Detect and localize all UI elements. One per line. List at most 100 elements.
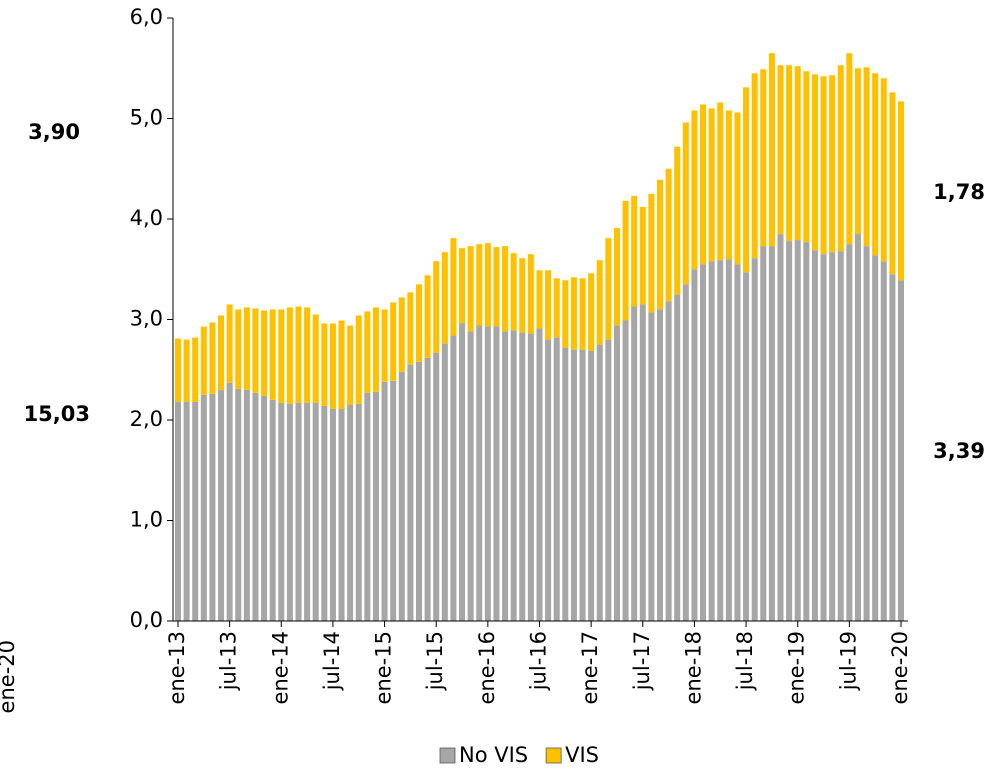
x-tick-label: ene-18 bbox=[681, 631, 705, 704]
x-tick-label: jul-15 bbox=[423, 631, 447, 691]
y-tick-label: 4,0 bbox=[130, 206, 163, 230]
bar-segment bbox=[588, 350, 595, 621]
bar-segment bbox=[415, 361, 423, 621]
bar-segment bbox=[596, 344, 603, 621]
bar-segment bbox=[648, 312, 655, 621]
x-tick-label: jul-14 bbox=[320, 631, 344, 691]
bar-segment bbox=[235, 388, 242, 621]
bar-segment bbox=[743, 272, 750, 621]
bar-segment bbox=[200, 326, 207, 395]
bar-segment bbox=[760, 246, 767, 621]
bar-segment bbox=[579, 349, 586, 621]
bar-segment bbox=[734, 112, 741, 265]
bar-segment bbox=[700, 104, 707, 265]
bar-segment bbox=[295, 402, 302, 621]
bar-segment bbox=[820, 76, 827, 255]
bar-segment bbox=[751, 73, 758, 259]
bar-segment bbox=[424, 357, 431, 621]
bar-segment bbox=[355, 403, 362, 621]
bar-segment bbox=[304, 402, 311, 621]
bar-segment bbox=[415, 284, 423, 362]
bar-segment bbox=[261, 310, 268, 396]
bar-segment bbox=[192, 337, 199, 402]
x-tick-label: ene-15 bbox=[372, 631, 396, 704]
x-tick-label: jul-17 bbox=[630, 631, 654, 691]
bar-segment bbox=[502, 246, 509, 332]
bar-segment bbox=[700, 264, 707, 621]
bar-segment bbox=[192, 401, 199, 621]
annotation: 15,03 bbox=[24, 402, 90, 426]
bar-segment bbox=[450, 335, 457, 621]
bar-segment bbox=[493, 247, 500, 327]
bar-segment bbox=[433, 352, 440, 621]
bar-segment bbox=[484, 243, 491, 327]
bar-segment bbox=[837, 251, 844, 621]
x-tick-label: ene-13 bbox=[165, 631, 189, 704]
bar-segment bbox=[777, 234, 784, 621]
bar-segment bbox=[768, 53, 775, 247]
bar-segment bbox=[631, 306, 638, 621]
bar-segment bbox=[639, 206, 646, 305]
bar-segment bbox=[863, 67, 870, 247]
x-tick-label: jul-19 bbox=[836, 631, 860, 691]
bar-segment bbox=[691, 269, 698, 621]
bar-segment bbox=[794, 240, 801, 622]
bar-segment bbox=[527, 333, 534, 621]
bar-segment bbox=[622, 200, 629, 321]
bar-segment bbox=[536, 328, 543, 621]
bar-segment bbox=[751, 258, 758, 621]
bar-segment bbox=[243, 307, 250, 390]
bar-segment bbox=[338, 320, 345, 409]
bar-segment bbox=[347, 404, 354, 621]
bar-segment bbox=[725, 110, 732, 260]
bar-segment bbox=[218, 389, 225, 621]
bar-segment bbox=[837, 65, 844, 252]
bar-segment bbox=[321, 323, 328, 406]
bar-segment bbox=[665, 168, 672, 302]
bar-segment bbox=[398, 371, 405, 621]
bar-segment bbox=[889, 274, 896, 621]
bar-segment bbox=[174, 338, 182, 402]
bar-segment bbox=[794, 66, 801, 241]
x-tick-label: ene-16 bbox=[475, 631, 499, 704]
bar-segment bbox=[613, 228, 620, 326]
bar-segment bbox=[596, 260, 603, 345]
bar-segment bbox=[803, 242, 810, 622]
x-tick-label: ene-14 bbox=[268, 631, 292, 704]
annotation: 3,39 bbox=[933, 439, 985, 463]
bar-segment bbox=[433, 261, 440, 353]
bar-segment bbox=[329, 408, 336, 621]
bar-segment bbox=[872, 73, 879, 256]
bar-segment bbox=[252, 392, 259, 621]
bar-segment bbox=[278, 402, 285, 621]
bar-segment bbox=[639, 304, 646, 621]
bar-segment bbox=[261, 395, 268, 621]
bar-segment bbox=[278, 309, 285, 403]
legend-label: No VIS bbox=[459, 743, 528, 767]
bar-segment bbox=[381, 381, 388, 621]
bar-segment bbox=[777, 65, 784, 235]
bar-segment bbox=[811, 250, 818, 621]
y-tick-label: 6,0 bbox=[130, 5, 163, 29]
bar-segment bbox=[519, 258, 526, 333]
annotation: 1,78 bbox=[933, 180, 985, 204]
bar-segment bbox=[209, 322, 216, 394]
legend-label: VIS bbox=[565, 743, 599, 767]
bar-segment bbox=[459, 248, 466, 324]
bar-segment bbox=[459, 323, 466, 621]
bar-segment bbox=[252, 308, 259, 393]
bar-segment bbox=[183, 401, 190, 621]
bar-segment bbox=[682, 284, 689, 621]
bar-segment bbox=[312, 402, 319, 621]
bar-segment bbox=[846, 244, 853, 621]
bar-segment bbox=[355, 315, 362, 404]
bar-segment bbox=[381, 309, 388, 382]
bar-segment bbox=[527, 254, 534, 334]
bar-segment bbox=[243, 389, 250, 621]
y-tick-label: 0,0 bbox=[130, 608, 163, 632]
bar-segment bbox=[786, 65, 793, 242]
bar-segment bbox=[674, 294, 681, 621]
bar-segment bbox=[347, 325, 354, 405]
bar-segment bbox=[631, 195, 638, 307]
bar-segment bbox=[467, 246, 474, 332]
